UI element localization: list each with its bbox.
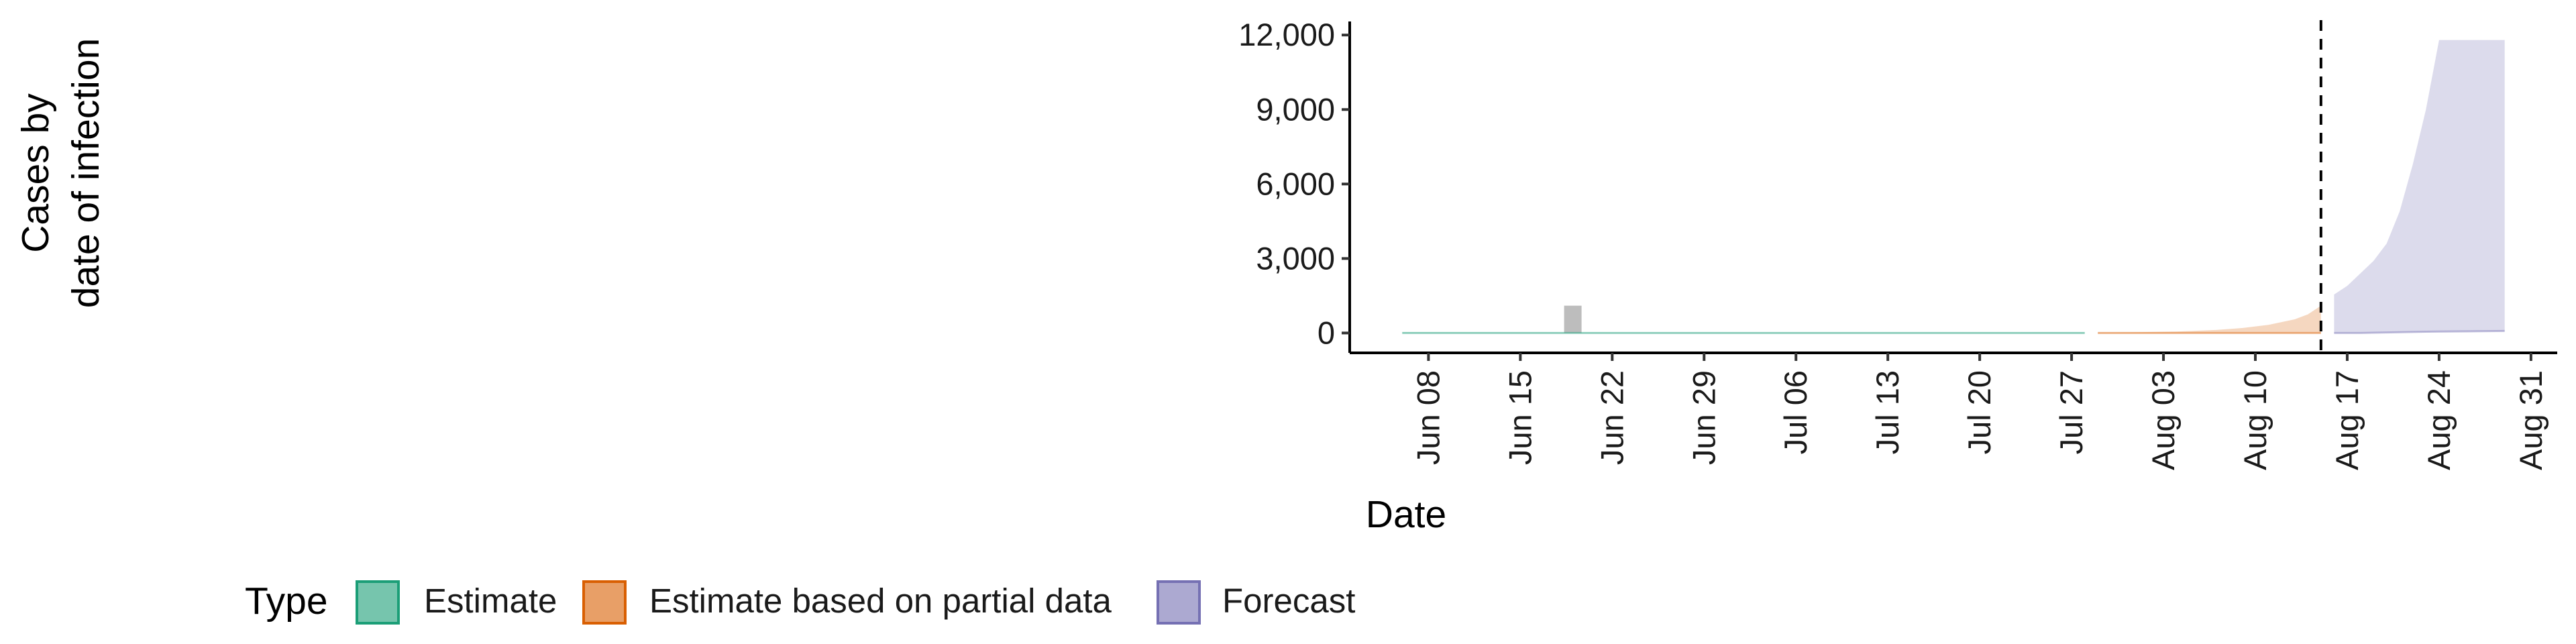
x-tick-label: Aug 03 xyxy=(2145,370,2181,470)
x-tick-label: Jun 08 xyxy=(1410,370,1446,465)
y-tick-label: 3,000 xyxy=(1256,240,1335,276)
legend-key-partial xyxy=(582,580,627,625)
legend-title: Type xyxy=(245,580,328,623)
legend-key-estimate xyxy=(356,580,400,625)
x-tick-label: Aug 17 xyxy=(2329,370,2365,470)
series-area-estimate-based-on-partial-data xyxy=(2098,305,2321,333)
x-tick-label: Aug 10 xyxy=(2237,370,2273,470)
plot-area xyxy=(1402,20,2505,353)
legend-label-partial: Estimate based on partial data xyxy=(649,582,1112,620)
y-tick-label: 9,000 xyxy=(1256,91,1335,127)
series-line-forecast xyxy=(2334,329,2505,334)
x-tick-label: Jul 06 xyxy=(1778,370,1813,454)
legend-label-forecast: Forecast xyxy=(1222,582,1355,620)
x-tick-label: Jul 13 xyxy=(1870,370,1905,454)
y-tick-label: 12,000 xyxy=(1238,17,1335,52)
x-tick-label: Jun 22 xyxy=(1594,370,1629,465)
y-tick-label: 0 xyxy=(1318,315,1335,350)
observed-case-bar xyxy=(1564,305,1582,333)
series-area-estimate xyxy=(1402,332,2085,333)
x-tick-label: Aug 24 xyxy=(2421,370,2457,470)
x-tick-label: Aug 31 xyxy=(2513,370,2548,470)
axes: 0 3,000 6,000 9,000 12,000 Jun 08 Jun 15 Jun 22… xyxy=(1238,17,2557,470)
y-axis-title-line-2: date of infection xyxy=(64,38,107,308)
y-axis-title-line-1: Cases by xyxy=(14,93,57,253)
x-tick-label: Jul 27 xyxy=(2053,370,2089,454)
x-axis-title: Date xyxy=(1366,493,1446,536)
x-tick-label: Jul 20 xyxy=(1962,370,1997,454)
legend-key-forecast xyxy=(1157,580,1201,625)
series-area-forecast xyxy=(2334,40,2505,333)
y-tick-label: 6,000 xyxy=(1256,166,1335,201)
x-tick-label: Jun 15 xyxy=(1502,370,1538,465)
legend-label-estimate: Estimate xyxy=(424,582,557,620)
x-tick-label: Jun 29 xyxy=(1686,370,1721,465)
legend: Type Estimate Estimate based on partial … xyxy=(245,580,1355,625)
